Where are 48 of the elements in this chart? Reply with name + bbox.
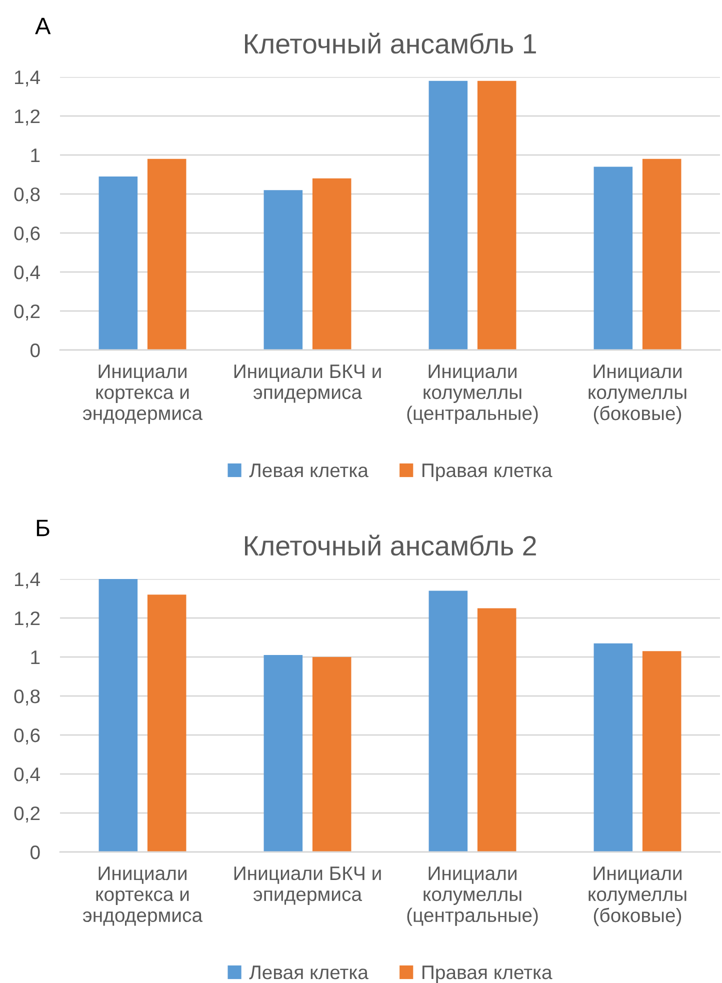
bar (594, 166, 633, 350)
x-tick-label: Инициали колумеллы (боковые) (588, 364, 686, 424)
bar (642, 651, 682, 852)
x-tick-label: Инициали кортекса и эндодермиса (82, 364, 203, 424)
bar (477, 608, 516, 852)
legend-label: Левая клетка (249, 464, 368, 478)
y-tick-label: 1,2 (15, 109, 40, 126)
y-tick-label: 1,2 (15, 611, 40, 628)
bar (147, 158, 186, 350)
bar (98, 176, 138, 350)
x-tick-label: Инициали колумеллы (центральные) (407, 866, 538, 926)
chart-title: Клеточный ансамбль 1 (245, 32, 536, 54)
bar (477, 80, 516, 350)
bar (312, 178, 352, 350)
y-tick-label: 1,4 (15, 70, 40, 87)
bar (264, 190, 303, 350)
bar (428, 80, 468, 350)
bar (642, 158, 682, 350)
y-tick-label: 0,2 (14, 806, 40, 823)
bar (312, 657, 352, 852)
bar (428, 590, 468, 852)
text: Б (36, 520, 50, 536)
y-tick-label: 1 (31, 650, 40, 664)
y-tick-label: 0,4 (14, 265, 40, 282)
x-tick-label: Инициали кортекса и эндодермиса (82, 866, 203, 926)
legend-label: Правая клетка (422, 464, 552, 482)
y-tick-label: 0,2 (14, 304, 40, 321)
legend-label: Правая клетка (422, 966, 552, 983)
y-tick-label: 1,4 (15, 572, 40, 589)
y-tick-label: 0,6 (14, 728, 40, 745)
x-tick-label: Инициали БКЧ и эпидермиса (234, 866, 381, 905)
x-tick-label: Инициали БКЧ и эпидермиса (234, 364, 381, 403)
bar (98, 579, 138, 852)
y-tick-label: 0,4 (14, 767, 40, 784)
chart-title: Клеточный ансамбль 2 (245, 534, 536, 556)
bar (147, 594, 186, 852)
text: А (35, 18, 51, 34)
bar (264, 655, 303, 852)
y-tick-label: 1 (31, 148, 40, 162)
y-tick-label: 0 (30, 845, 40, 860)
y-tick-label: 0 (30, 343, 40, 358)
bar (594, 643, 633, 852)
x-tick-label: Инициали колумеллы (боковые) (588, 866, 686, 926)
legend-label: Левая клетка (249, 966, 368, 980)
y-tick-label: 0,8 (14, 187, 40, 204)
y-tick-label: 0,8 (14, 689, 40, 706)
y-tick-label: 0,6 (14, 226, 40, 243)
x-tick-label: Инициали колумеллы (центральные) (407, 364, 538, 424)
